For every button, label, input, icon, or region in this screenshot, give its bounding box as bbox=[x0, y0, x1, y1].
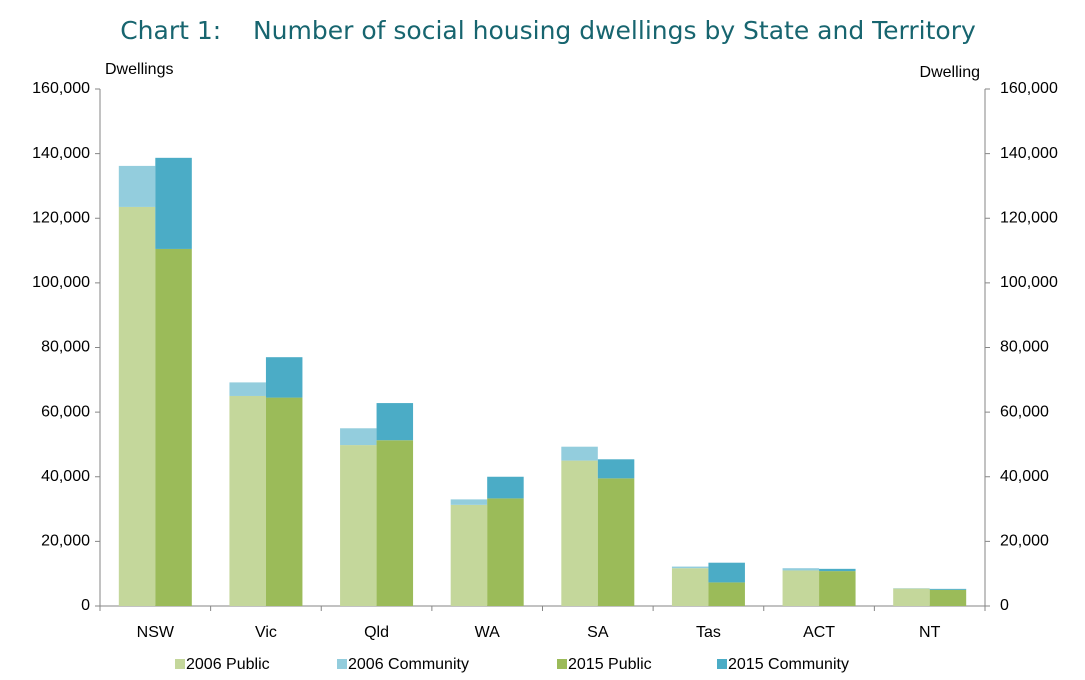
y-tick-label: 0 bbox=[81, 597, 90, 614]
bar-segment bbox=[782, 568, 820, 571]
bar-segment bbox=[340, 428, 377, 446]
y2-tick-label: 140,000 bbox=[1000, 145, 1058, 162]
bar-segment bbox=[929, 589, 967, 606]
bar-segment bbox=[671, 568, 709, 606]
bar-segment bbox=[265, 357, 303, 398]
bar-segment bbox=[597, 478, 635, 606]
bar-segment bbox=[229, 395, 266, 606]
chart-title: Chart 1: Number of social housing dwelli… bbox=[120, 16, 976, 45]
bar-segment bbox=[819, 571, 856, 606]
bar-segment bbox=[782, 570, 820, 606]
bar-segment bbox=[450, 504, 488, 606]
y-tick-label: 120,000 bbox=[32, 209, 90, 226]
y-axis-label: Dwellings bbox=[105, 61, 173, 78]
bar-segment bbox=[671, 566, 709, 569]
x-tick-label: NSW bbox=[137, 624, 175, 641]
y2-tick-label: 160,000 bbox=[1000, 80, 1058, 97]
bar-segment bbox=[597, 459, 635, 479]
x-tick-label: Qld bbox=[364, 624, 389, 641]
y2-tick-label: 80,000 bbox=[1000, 339, 1049, 356]
y2-axis-label: Dwelling bbox=[920, 64, 980, 81]
y2-tick-label: 0 bbox=[1000, 597, 1009, 614]
legend-swatch bbox=[557, 659, 567, 669]
bar-segment bbox=[229, 382, 266, 396]
y2-tick-label: 100,000 bbox=[1000, 274, 1058, 291]
legend-label: 2006 Community bbox=[348, 656, 469, 673]
bar-segment bbox=[819, 568, 856, 572]
bar-segment bbox=[376, 440, 414, 606]
y-tick-label: 60,000 bbox=[41, 403, 90, 420]
bar-segment bbox=[487, 498, 524, 606]
legend-label: 2006 Public bbox=[186, 656, 270, 673]
y-tick-label: 40,000 bbox=[41, 468, 90, 485]
y2-tick-label: 60,000 bbox=[1000, 403, 1049, 420]
x-tick-label: NT bbox=[919, 624, 941, 641]
bar-segment bbox=[487, 476, 524, 499]
legend-swatch bbox=[175, 659, 185, 669]
bar-segment bbox=[155, 248, 192, 606]
y2-tick-label: 120,000 bbox=[1000, 209, 1058, 226]
bar-segment bbox=[561, 446, 598, 461]
legend-swatch bbox=[717, 659, 727, 669]
bar-segment bbox=[561, 460, 598, 606]
y2-tick-label: 40,000 bbox=[1000, 468, 1049, 485]
y-tick-label: 80,000 bbox=[41, 339, 90, 356]
bar-segment bbox=[340, 445, 377, 606]
bar-segment bbox=[265, 397, 303, 606]
y-tick-label: 20,000 bbox=[41, 533, 90, 550]
bar-segment bbox=[893, 588, 930, 606]
bar-segment bbox=[708, 582, 745, 606]
x-tick-label: Vic bbox=[255, 624, 277, 641]
x-tick-label: SA bbox=[587, 624, 609, 641]
bar-segment bbox=[376, 403, 414, 441]
x-tick-label: WA bbox=[475, 624, 501, 641]
legend-label: 2015 Community bbox=[728, 656, 849, 673]
bar-segment bbox=[450, 499, 488, 505]
bar-segment bbox=[118, 206, 156, 607]
y-tick-label: 100,000 bbox=[32, 274, 90, 291]
bar-segment bbox=[708, 562, 745, 583]
x-tick-label: ACT bbox=[803, 624, 835, 641]
y-tick-label: 140,000 bbox=[32, 145, 90, 162]
bar-segment bbox=[929, 588, 967, 590]
legend-swatch bbox=[337, 659, 347, 669]
bar-segment bbox=[155, 157, 192, 249]
y-tick-label: 160,000 bbox=[32, 80, 90, 97]
y2-tick-label: 20,000 bbox=[1000, 533, 1049, 550]
x-tick-label: Tas bbox=[696, 624, 721, 641]
legend-label: 2015 Public bbox=[568, 656, 652, 673]
bar-segment bbox=[118, 165, 156, 207]
